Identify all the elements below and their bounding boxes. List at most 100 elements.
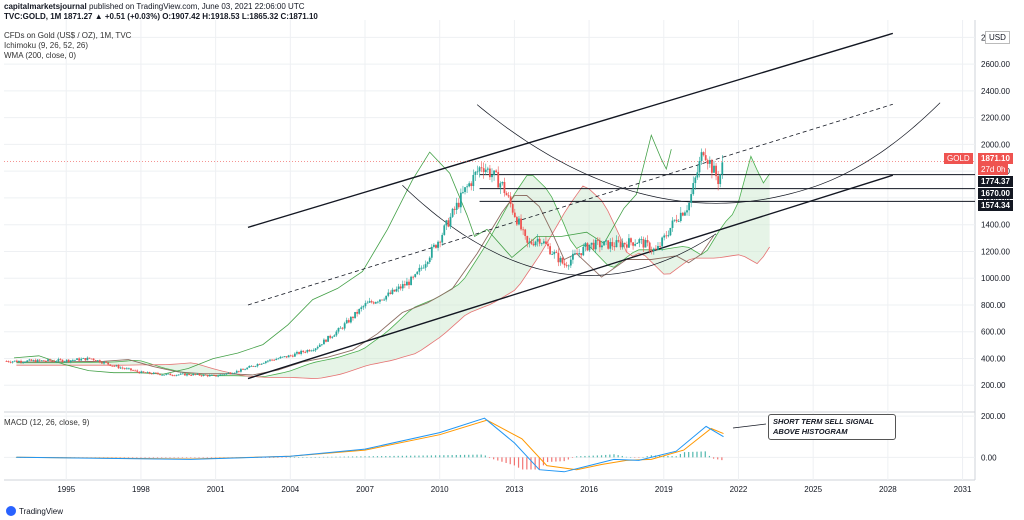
candle-down xyxy=(101,362,103,364)
candle-down xyxy=(408,281,410,286)
candle-down xyxy=(681,212,684,216)
macd-histogram-bar xyxy=(430,455,433,458)
candle-down xyxy=(132,370,134,372)
candle-up xyxy=(418,267,421,272)
candle-down xyxy=(547,243,549,247)
candle-up xyxy=(559,257,562,263)
candle-up xyxy=(401,284,404,289)
tradingview-logo[interactable]: TradingView xyxy=(6,506,63,516)
level-tag-3: 1574.34 xyxy=(978,200,1013,211)
macd-histogram-bar xyxy=(426,455,428,458)
macd-histogram-bar xyxy=(111,457,113,458)
ichimoku-legend[interactable]: Ichimoku (9, 26, 52, 26) xyxy=(4,41,89,50)
candle-down xyxy=(15,360,18,362)
macd-histogram-bar xyxy=(368,456,370,458)
macd-histogram-bar xyxy=(210,457,213,458)
macd-histogram-bar xyxy=(704,451,706,458)
candle-up xyxy=(445,220,448,226)
candle-up xyxy=(661,237,664,247)
candle-up xyxy=(246,367,249,370)
candle-up xyxy=(540,243,543,245)
macd-histogram-bar xyxy=(621,455,623,458)
candle-down xyxy=(457,202,460,208)
candle-up xyxy=(414,274,417,278)
candle-down xyxy=(302,350,305,352)
candle-up xyxy=(327,335,329,342)
macd-pane xyxy=(15,417,767,473)
candle-down xyxy=(607,240,610,249)
candle-up xyxy=(652,248,655,251)
macd-histogram-bar xyxy=(148,457,150,458)
candle-down xyxy=(194,374,197,375)
candle-up xyxy=(700,152,703,162)
macd-histogram-bar xyxy=(679,453,681,458)
candle-down xyxy=(565,265,568,267)
candle-up xyxy=(181,373,184,375)
macd-histogram-bar xyxy=(177,457,179,458)
macd-histogram-bar xyxy=(638,457,640,458)
publisher-name[interactable]: capitalmarketsjournal xyxy=(4,2,87,11)
candle-down xyxy=(675,219,678,222)
candle-down xyxy=(545,241,547,244)
candle-down xyxy=(470,183,473,187)
candle-down xyxy=(702,152,705,156)
macd-histogram-bar xyxy=(476,454,478,458)
macd-histogram-bar xyxy=(497,457,499,461)
candle-down xyxy=(144,372,147,374)
macd-histogram-bar xyxy=(339,456,341,458)
candle-down xyxy=(49,359,51,361)
candle-down xyxy=(503,182,506,194)
candle-up xyxy=(320,344,323,346)
candle-down xyxy=(399,286,402,289)
candle-down xyxy=(480,167,483,169)
macd-histogram-bar xyxy=(546,457,549,463)
macd-histogram-bar xyxy=(629,457,632,458)
candle-up xyxy=(316,346,319,349)
candle-down xyxy=(648,242,651,251)
candle-down xyxy=(580,253,583,256)
candle-down xyxy=(138,371,141,374)
sell-signal-annotation[interactable]: SHORT TERM SELL SIGNAL ABOVE HISTOGRAM xyxy=(768,414,896,440)
wma-legend[interactable]: WMA (200, close, 0) xyxy=(4,51,77,60)
candle-up xyxy=(146,371,149,373)
candle-up xyxy=(223,374,226,376)
x-tick-label: 1995 xyxy=(57,485,75,494)
candle-up xyxy=(163,374,166,376)
countdown-tag: 27d 0h xyxy=(978,164,1009,175)
candle-up xyxy=(196,373,199,375)
candle-up xyxy=(588,244,591,251)
candle-up xyxy=(74,359,76,361)
candle-up xyxy=(673,219,676,221)
candle-up xyxy=(432,244,435,247)
macd-histogram-bar xyxy=(273,457,275,458)
macd-histogram-bar xyxy=(513,457,515,466)
candle-up xyxy=(140,371,143,374)
currency-label[interactable]: USD xyxy=(985,31,1010,44)
candle-down xyxy=(611,242,614,247)
macd-histogram-bar xyxy=(206,457,208,458)
macd-histogram-bar xyxy=(393,455,395,458)
macd-histogram-bar xyxy=(119,457,121,458)
macd-y-tick-label: 200.00 xyxy=(981,412,1006,421)
candle-up xyxy=(486,168,489,170)
candle-down xyxy=(67,359,70,362)
candle-up xyxy=(397,286,400,289)
macd-histogram-bar xyxy=(592,455,594,458)
macd-legend[interactable]: MACD (12, 26, close, 9) xyxy=(4,418,90,427)
macd-histogram-bar xyxy=(659,455,661,458)
published-text: published on TradingView.com, June 03, 2… xyxy=(88,2,305,11)
candle-up xyxy=(395,288,398,292)
candle-up xyxy=(379,299,381,302)
candle-down xyxy=(586,243,589,251)
candle-up xyxy=(323,339,325,345)
candle-down xyxy=(704,155,707,161)
candle-up xyxy=(82,358,85,359)
candle-up xyxy=(603,241,605,246)
candle-down xyxy=(403,284,406,286)
candle-up xyxy=(424,264,427,268)
candle-down xyxy=(522,229,525,231)
macd-histogram-bar xyxy=(123,457,125,458)
macd-histogram-bar xyxy=(127,457,130,458)
macd-histogram-bar xyxy=(364,456,366,458)
macd-histogram-bar xyxy=(144,457,146,458)
